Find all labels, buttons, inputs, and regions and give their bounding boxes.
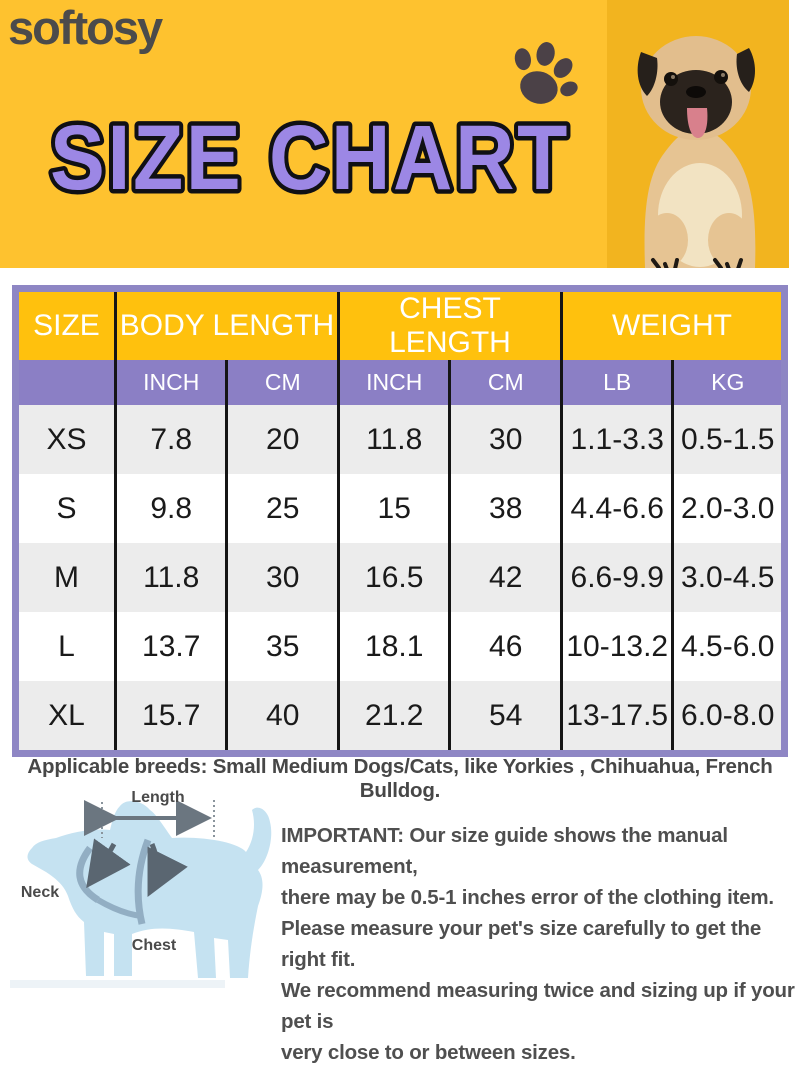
cell-value: 11.8 — [113, 543, 227, 612]
measurement-diagram: Length Neck Chest — [2, 784, 282, 1001]
cell-value: 42 — [448, 543, 562, 612]
unit-header-inch-body: INCH — [113, 360, 227, 405]
size-chart-table: SIZE BODY LENGTH CHEST LENGTH WEIGHT INC… — [12, 285, 788, 757]
brand-logo: softosy — [8, 1, 163, 54]
header-banner: softosy SIZE CHART — [0, 0, 800, 268]
cell-value: 13.7 — [113, 612, 227, 681]
neck-strap — [76, 845, 100, 903]
cell-value: 11.8 — [336, 405, 450, 474]
cell-value: 30 — [225, 543, 339, 612]
unit-header-cm-chest: CM — [448, 360, 562, 405]
page-title-text: SIZE CHART — [50, 107, 570, 209]
table-row-l: L 13.7 35 18.1 46 10-13.2 4.5-6.0 — [15, 612, 785, 681]
table-unit-header-row: INCH CM INCH CM LB KG — [15, 360, 785, 405]
diagram-ground — [10, 980, 225, 988]
cell-value: 6.0-8.0 — [671, 681, 785, 754]
neck-label: Neck — [21, 884, 59, 901]
cell-value: 4.4-6.6 — [559, 474, 673, 543]
cell-value: 40 — [225, 681, 339, 754]
size-label: L — [58, 629, 75, 663]
table-group-header-row: SIZE BODY LENGTH CHEST LENGTH WEIGHT — [15, 288, 785, 360]
table-row-m: M 11.8 30 16.5 42 6.6-9.9 3.0-4.5 — [15, 543, 785, 612]
cell-value: 20 — [225, 405, 339, 474]
col-header-size: SIZE — [15, 288, 116, 360]
unit-header-kg: KG — [671, 360, 785, 405]
table-row-xl: XL 15.7 40 21.2 54 13-17.5 6.0-8.0 — [15, 681, 785, 754]
breeds-note: Applicable breeds: Small Medium Dogs/Cat… — [27, 755, 773, 802]
size-label: M — [53, 560, 79, 594]
photo-right-margin — [789, 0, 800, 268]
cell-value: 18.1 — [336, 612, 450, 681]
cell-value: 38 — [448, 474, 562, 543]
cell-value: 6.6-9.9 — [559, 543, 673, 612]
cell-value: 54 — [448, 681, 562, 754]
important-note: IMPORTANT: Our size guide shows the manu… — [281, 824, 795, 1064]
unit-header-lb: LB — [559, 360, 673, 405]
cell-value: 13-17.5 — [559, 681, 673, 754]
chest-strap — [134, 838, 152, 925]
cell-value: 15 — [336, 474, 450, 543]
col-header-body-length: BODY LENGTH — [113, 288, 339, 360]
unit-header-cm-body: CM — [225, 360, 339, 405]
size-label: XS — [46, 422, 87, 456]
length-label: Length — [131, 789, 184, 806]
unit-header-blank — [15, 360, 116, 405]
cell-value: 1.1-3.3 — [559, 405, 673, 474]
cell-value: 35 — [225, 612, 339, 681]
cell-value: 10-13.2 — [559, 612, 673, 681]
neck-arrow — [86, 838, 131, 889]
cell-value: 30 — [448, 405, 562, 474]
size-label: S — [56, 491, 77, 525]
cell-value: 46 — [448, 612, 562, 681]
cell-value: 4.5-6.0 — [671, 612, 785, 681]
paw-print-icon — [494, 32, 590, 129]
cell-value: 3.0-4.5 — [671, 543, 785, 612]
cell-value: 2.0-3.0 — [671, 474, 785, 543]
page-title: SIZE CHART — [40, 94, 600, 217]
cell-value: 25 — [225, 474, 339, 543]
cell-value: 0.5-1.5 — [671, 405, 785, 474]
col-header-chest-length: CHEST LENGTH — [336, 288, 562, 360]
col-header-weight: WEIGHT — [559, 288, 785, 360]
table-row-s: S 9.8 25 15 38 4.4-6.6 2.0-3.0 — [15, 474, 785, 543]
chest-label: Chest — [132, 937, 177, 954]
cell-value: 9.8 — [113, 474, 227, 543]
cell-value: 16.5 — [336, 543, 450, 612]
pug-photo — [607, 0, 789, 268]
unit-header-inch-chest: INCH — [336, 360, 450, 405]
chest-arrow — [147, 843, 188, 897]
cell-value: 15.7 — [113, 681, 227, 754]
cell-value: 7.8 — [113, 405, 227, 474]
cell-value: 21.2 — [336, 681, 450, 754]
table-row-xs: XS 7.8 20 11.8 30 1.1-3.3 0.5-1.5 — [15, 405, 785, 474]
size-label: XL — [48, 698, 85, 732]
